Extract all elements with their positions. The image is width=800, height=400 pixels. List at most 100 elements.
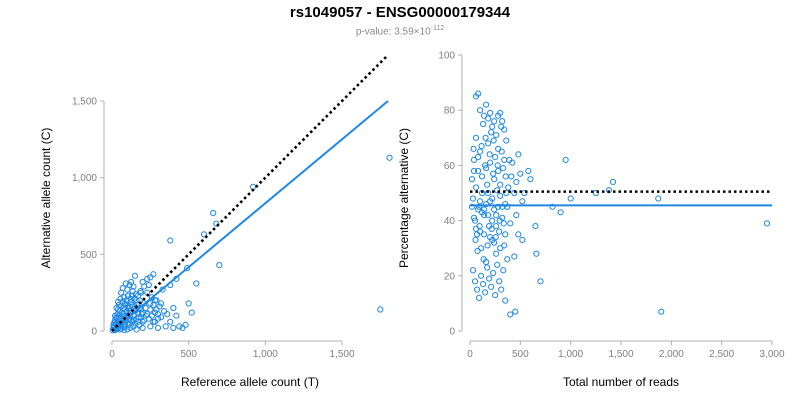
panel1-data-point	[159, 286, 166, 293]
panel1-data-point	[135, 314, 142, 321]
panel2-data-point	[491, 239, 498, 246]
panel2-data-point	[488, 225, 495, 232]
panel1-data-point	[133, 326, 140, 333]
panel2-data-point	[473, 286, 481, 293]
panel2-data-point	[482, 134, 489, 141]
panel2-data-point	[474, 247, 481, 255]
panel2-data-point	[496, 228, 503, 235]
panel2-data-point	[519, 198, 526, 205]
panel2-data-point	[471, 278, 479, 285]
panel2-data-point	[483, 200, 490, 208]
panel2-data-point	[763, 220, 771, 227]
panel2-data-point	[493, 250, 500, 257]
panel1-data-point	[130, 283, 137, 290]
panel1-data-point	[125, 304, 132, 312]
panel1-data-point	[122, 280, 129, 287]
panel2-data-point	[484, 264, 491, 271]
panel2-data-point	[476, 228, 484, 235]
panel2-data-point	[496, 217, 503, 224]
panel2-data-point	[489, 195, 496, 202]
panel1-data-point	[111, 312, 119, 319]
panel1-data-point	[200, 231, 208, 238]
panel1-data-point	[127, 324, 134, 332]
panel2-data-point	[549, 203, 556, 210]
panel2-data-point	[480, 112, 488, 119]
panel2-data-point	[487, 159, 494, 166]
panel2-data-point	[470, 156, 478, 163]
panel1-y-tick-label: 1,000	[72, 173, 97, 184]
panel1-data-point	[144, 275, 151, 282]
panel1-data-point	[170, 324, 177, 332]
panel2-data-point	[504, 256, 511, 263]
panel1-data-point	[147, 300, 154, 307]
panel2-data-point	[468, 176, 476, 183]
panel1-data-point	[122, 301, 129, 309]
panel2-x-tick-label: 1,500	[608, 349, 633, 360]
panel2-x-tick-label: 1,000	[558, 349, 583, 360]
panel1-data-point	[154, 311, 162, 318]
panel2-data-point	[494, 187, 501, 194]
panel2-data-point	[480, 256, 487, 263]
panel1-x-tick-label: 1,000	[253, 349, 278, 360]
panel2-data-point	[470, 214, 478, 221]
panel2-data-point	[557, 209, 564, 216]
panel1-data-point	[161, 307, 168, 315]
panel2-x-tick-label: 500	[512, 349, 529, 360]
panel2-data-point	[517, 170, 524, 177]
panel2-x-tick-label: 3,000	[759, 349, 784, 360]
panel1-data-point	[154, 324, 162, 332]
panel1-data-point	[115, 306, 122, 313]
panel1-data-point	[147, 274, 154, 281]
panel2-data-point	[592, 189, 599, 197]
panel2-data-point	[495, 167, 502, 175]
panel2-data-point	[486, 275, 493, 282]
panel1-data-point	[173, 312, 180, 319]
panel2-data-point	[480, 231, 488, 238]
panel1-data-point	[129, 288, 136, 295]
panel1-data-point	[121, 294, 128, 301]
panel2-data-point	[493, 131, 500, 139]
panel2-data-point	[504, 203, 511, 210]
panel1-data-point	[386, 154, 393, 161]
panel2-y-axis-label: Percentage alternative (C)	[397, 128, 411, 268]
panel1-y-tick-label: 1,500	[72, 97, 97, 108]
pvalue-text: p-value: 3.59×10	[355, 26, 431, 38]
panel2-data-point	[490, 170, 497, 177]
panel2-data-point	[474, 90, 482, 97]
panel1-data-point	[164, 311, 171, 318]
panel1-x-tick-label: 500	[180, 349, 197, 360]
panel2-y-tick-label: 60	[444, 161, 456, 172]
panel2-data-point	[506, 156, 513, 163]
panel2-data-point	[655, 195, 662, 202]
panel1-data-point	[162, 323, 169, 330]
panel2-data-point	[472, 236, 479, 244]
panel2-data-point	[498, 286, 505, 293]
panel1-data-point	[157, 314, 165, 321]
panel2-data-point	[476, 223, 483, 230]
panel1-data-point	[115, 298, 122, 305]
panel2-data-point	[495, 145, 502, 152]
panel2-x-tick-label: 0	[467, 349, 473, 360]
panel1-data-point	[121, 327, 128, 334]
panel2-data-point	[494, 261, 501, 268]
panel2-data-point	[468, 203, 476, 210]
panel2-data-point	[492, 234, 499, 241]
chart-subtitle: p-value: 3.59×10-112	[0, 25, 800, 37]
panel2-y-tick-label: 20	[444, 271, 456, 282]
panel2-data-point	[502, 231, 509, 238]
panel2-data-point	[494, 162, 501, 169]
panel2-data-point	[486, 151, 493, 158]
panel2-data-point	[474, 206, 482, 213]
panel2-data-point	[500, 165, 507, 172]
panel1-y-tick-label: 0	[91, 327, 97, 338]
panel1-data-point	[113, 304, 120, 312]
panel1-data-point	[142, 304, 149, 312]
panel2-data-point	[476, 148, 484, 155]
panel2-y-tick-label: 100	[438, 51, 455, 62]
panel2-data-point	[513, 211, 520, 219]
panel2-data-point	[488, 129, 495, 136]
panel2-data-point	[478, 173, 486, 180]
chart-title: rs1049057 - ENSG00000179344	[289, 4, 511, 21]
panel2-data-point	[497, 181, 504, 188]
